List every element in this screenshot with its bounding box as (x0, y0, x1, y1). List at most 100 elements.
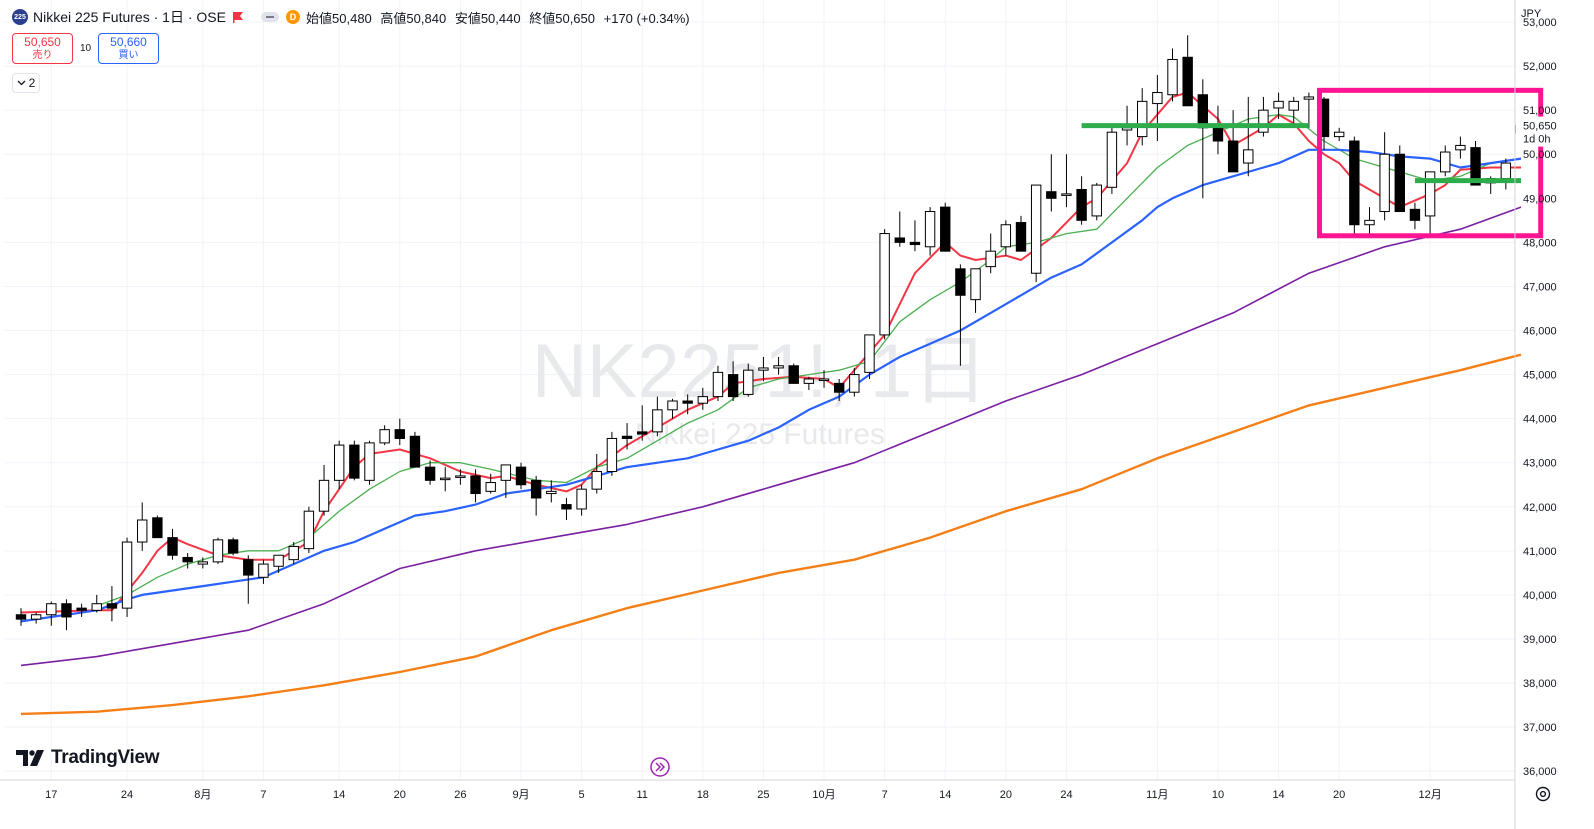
candle-body (1030, 184, 1042, 274)
candle (318, 464, 330, 516)
candle (1091, 182, 1102, 221)
candle-body (1440, 151, 1451, 173)
candle-body (1106, 131, 1118, 188)
candle (1076, 176, 1087, 225)
candle-body (985, 250, 996, 268)
moving-average-line-1 (20, 91, 1521, 614)
candle-body (379, 429, 390, 444)
symbol-header[interactable]: 225 Nikkei 225 Futures · 1日 · OSE D 始値50… (12, 6, 690, 28)
candle (909, 220, 921, 252)
candle-body (894, 237, 905, 243)
candle-body (909, 241, 921, 246)
candle-body (227, 539, 239, 554)
candle-body (137, 519, 148, 543)
candle-body (152, 517, 163, 539)
candle (970, 268, 981, 313)
sell-button[interactable]: 50,650 売り (12, 33, 73, 64)
price-tick-label: 46,000 (1523, 326, 1557, 338)
candle (1394, 145, 1405, 213)
candle (197, 557, 209, 569)
candle-body (46, 603, 57, 616)
separator-dot: · (183, 9, 197, 25)
candle-body (440, 477, 451, 481)
candle (91, 594, 102, 613)
candle-body (288, 545, 299, 561)
flag-icon[interactable] (232, 11, 244, 23)
candle (394, 418, 405, 446)
price-tick-label: 43,000 (1523, 458, 1557, 470)
sell-label: 売り (32, 49, 53, 61)
candle (803, 376, 815, 390)
candle-body (773, 365, 784, 369)
tradingview-wordmark: TradingView (51, 747, 160, 768)
candle-body (833, 382, 845, 393)
candle (1015, 215, 1027, 252)
candle-body (15, 614, 27, 620)
candle-body (1152, 92, 1163, 105)
candle-body (697, 396, 709, 404)
candle-body (606, 437, 618, 473)
candle-body (1000, 224, 1012, 248)
candle (424, 460, 436, 485)
countdown-label: 1d 0h (1523, 134, 1551, 146)
candle (1288, 96, 1299, 124)
candle (121, 537, 133, 617)
go-to-realtime-icon[interactable] (650, 757, 670, 777)
candle (500, 464, 512, 498)
candle (46, 601, 57, 626)
high-label: 高値 (380, 10, 407, 26)
candle-body (76, 607, 87, 611)
separator-dot: · (149, 9, 163, 25)
candle (546, 480, 557, 503)
candle-body (1364, 219, 1375, 226)
candle (1364, 207, 1375, 234)
buy-button[interactable]: 50,660 買い (98, 33, 159, 64)
visibility-icon[interactable] (260, 11, 280, 23)
candle-body (243, 559, 254, 576)
candle-body (1212, 127, 1224, 142)
price-tick-label: 39,000 (1523, 634, 1557, 646)
currency-selector[interactable]: JPY (1521, 8, 1542, 20)
candle (1030, 184, 1042, 283)
candle-body (61, 603, 72, 618)
candle (743, 363, 754, 397)
price-tick-label: 51,000 (1523, 105, 1557, 117)
price-tick-label: 37,000 (1523, 722, 1557, 734)
symbol-name[interactable]: Nikkei 225 Futures (33, 9, 150, 25)
candle (1243, 96, 1254, 177)
price-tick-label: 53,000 (1523, 17, 1557, 29)
candle (924, 207, 936, 256)
price-tick-label: 52,000 (1523, 61, 1557, 73)
candle (833, 378, 845, 402)
interval-label[interactable]: 1日 (162, 9, 184, 25)
tradingview-icon (16, 750, 44, 766)
gear-icon[interactable] (1534, 785, 1552, 803)
candle-body (394, 429, 405, 439)
candle-body (803, 378, 815, 384)
candle (1182, 35, 1193, 107)
tradingview-logo[interactable]: TradingView (16, 747, 160, 769)
low-label: 安値 (454, 10, 481, 26)
candle (727, 361, 739, 402)
candle-body (712, 371, 724, 398)
time-tick-label: 8月 (194, 789, 211, 801)
candle (1106, 127, 1118, 194)
candle-body (1046, 191, 1057, 199)
indicators-toggle[interactable]: 2 (12, 73, 40, 93)
price-tick-label: 45,000 (1523, 370, 1557, 382)
candle (1440, 145, 1451, 177)
candle-body (349, 444, 360, 479)
candle-body (182, 556, 193, 563)
last-price-label: 50,650 (1523, 121, 1557, 133)
candle-body (1121, 127, 1133, 131)
price-tick-label: 41,000 (1523, 546, 1557, 558)
time-tick-label: 9月 (512, 789, 529, 801)
candle (864, 334, 875, 379)
candle-body (637, 431, 648, 435)
candle-body (1258, 109, 1269, 133)
candle-body (409, 435, 421, 468)
candle-body (455, 475, 466, 478)
candle (818, 370, 830, 388)
chevron-down-icon (17, 80, 26, 86)
